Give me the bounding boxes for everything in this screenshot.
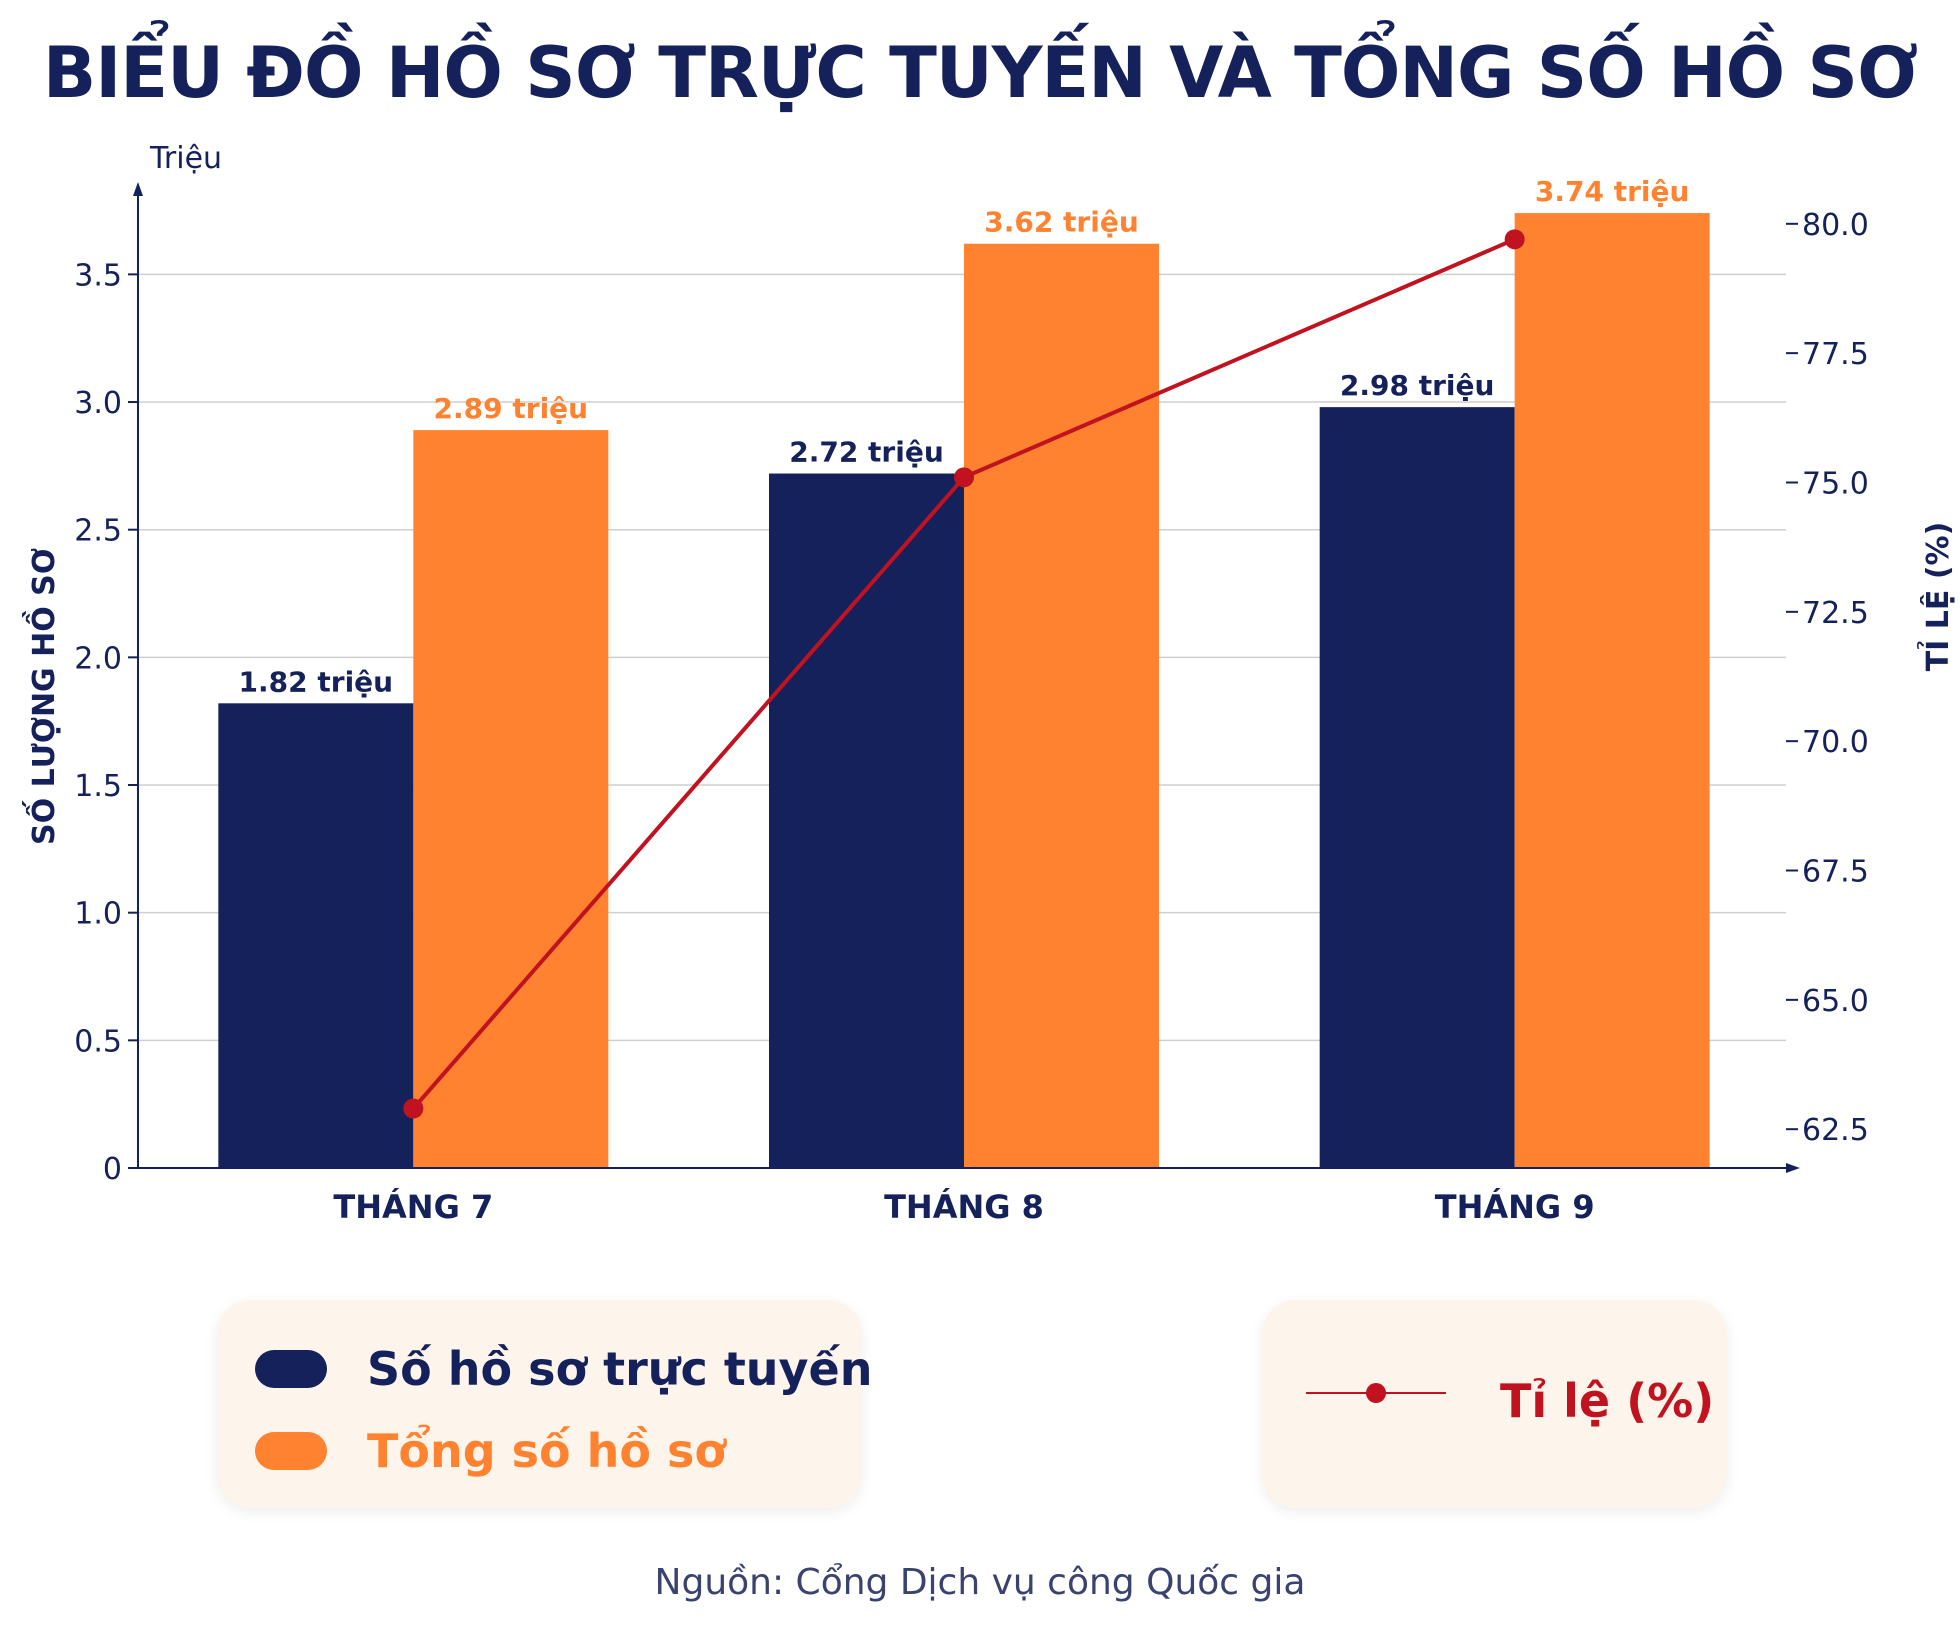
legend-label-online: Số hồ sơ trực tuyến [367,1342,873,1396]
y-axis-title: SỐ LƯỢNG HỒ SƠ [21,548,62,845]
bars [218,213,1710,1169]
source-note: Nguồn: Cổng Dịch vụ công Quốc gia [654,1562,1306,1603]
data-labels: 1.82 triệu 2.89 triệu THÁNG 7 2.72 triệu 3.6… [239,175,1690,1226]
bar-value-label: 2.89 triệu [434,392,589,425]
y-tick-label: 1.0 [74,897,122,932]
y-axis-arrow [133,182,143,196]
chart-title: BIỂU ĐỒ HỒ SƠ TRỰC TUYẾN VÀ TỔNG SỐ HỒ S… [42,32,1918,114]
y2-tick-label: 67.5 [1802,855,1869,890]
x-tick-label: THÁNG 8 [884,1188,1044,1226]
legend-swatch-online [255,1350,327,1388]
y-unit-label: Triệu [149,141,222,176]
legend-line-icon [1306,1383,1446,1403]
y2-tick-label: 80.0 [1802,208,1869,243]
bar-online [1319,407,1515,1169]
bar-value-label: 3.74 triệu [1535,175,1690,208]
bar-total [413,430,609,1168]
legend-swatch-total [255,1432,327,1470]
y2-tick-label: 77.5 [1802,337,1869,372]
chart-svg: 0 0.5 1.0 1.5 2.0 2.5 3.0 3.5 Triệu SỐ LƯỢNG HỒ S… [21,141,1956,1226]
ratio-line [403,229,1525,1119]
bar-total [1514,213,1710,1169]
ratio-point [954,467,974,488]
y2-tick-label: 70.0 [1802,725,1869,760]
legend-label-ratio: Tỉ lệ (%) [1500,1374,1715,1428]
x-tick-label: THÁNG 9 [1435,1188,1595,1226]
bar-total [964,243,1159,1168]
legend-bars: Số hồ sơ trực tuyến Tổng số hồ sơ [217,1300,872,1508]
y-tick-label: 3.0 [74,386,122,421]
y-tick-label: 0.5 [74,1024,122,1059]
bar-value-label: 2.72 triệu [789,436,944,469]
y2-axis-title: TỈ LỆ (%) [1917,522,1956,672]
bar-online [769,473,964,1169]
legend-label-total: Tổng số hồ sơ [367,1424,727,1478]
ratio-point [403,1098,424,1119]
y2-tick-label: 62.5 [1802,1113,1869,1148]
ratio-point [1504,229,1525,250]
x-tick-label: THÁNG 7 [333,1188,493,1226]
axes: 0 0.5 1.0 1.5 2.0 2.5 3.0 3.5 Triệu SỐ LƯỢNG HỒ S… [21,141,1956,1187]
y2-tick-label: 75.0 [1802,466,1869,501]
bar-value-label: 2.98 triệu [1340,369,1495,402]
y-tick-label: 2.5 [74,514,122,549]
y2-tick-label: 65.0 [1802,984,1869,1019]
legend-item-total: Tổng số hồ sơ [255,1424,726,1478]
y-tick-label: 3.5 [74,258,122,293]
y-tick-label: 1.5 [74,769,122,804]
x-axis-arrow [1786,1163,1800,1173]
legend-line: Tỉ lệ (%) [1262,1300,1727,1508]
bar-value-label: 3.62 triệu [984,206,1139,239]
y2-tick-label: 72.5 [1802,596,1869,631]
bar-online [218,703,414,1168]
y-tick-label: 0 [103,1152,122,1187]
legend-item-online: Số hồ sơ trực tuyến [255,1342,872,1396]
bar-value-label: 1.82 triệu [239,665,394,698]
y-tick-label: 2.0 [74,641,122,676]
